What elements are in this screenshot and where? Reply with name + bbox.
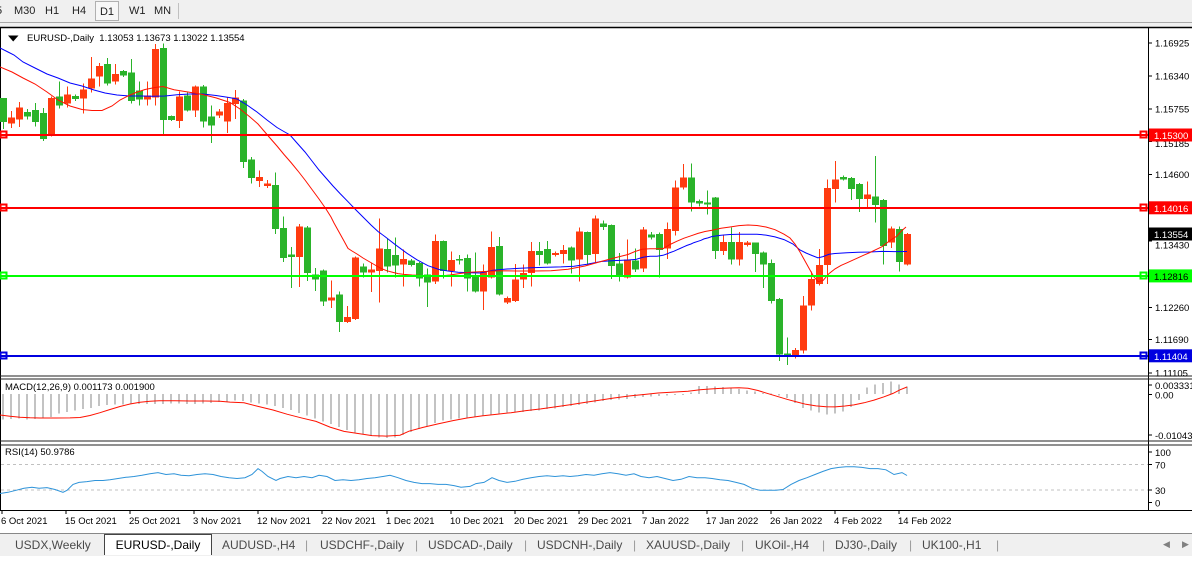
svg-text:0.00: 0.00 xyxy=(1155,391,1174,402)
svg-text:1 Dec 2021: 1 Dec 2021 xyxy=(386,516,435,527)
svg-text:15 Oct 2021: 15 Oct 2021 xyxy=(65,516,117,527)
svg-text:RSI(14) 50.9786: RSI(14) 50.9786 xyxy=(5,447,75,458)
svg-text:1.12260: 1.12260 xyxy=(1155,303,1189,314)
svg-text:-0.010439: -0.010439 xyxy=(1155,431,1192,442)
svg-text:29 Dec 2021: 29 Dec 2021 xyxy=(578,516,632,527)
svg-text:1.13430: 1.13430 xyxy=(1155,241,1189,252)
svg-text:1.15755: 1.15755 xyxy=(1155,105,1189,116)
svg-text:22 Nov 2021: 22 Nov 2021 xyxy=(322,516,376,527)
svg-text:1.16340: 1.16340 xyxy=(1155,72,1189,83)
svg-text:1.16925: 1.16925 xyxy=(1155,38,1189,49)
svg-text:26 Jan 2022: 26 Jan 2022 xyxy=(770,516,822,527)
svg-text:MACD(12,26,9) 0.001173 0.00190: MACD(12,26,9) 0.001173 0.001900 xyxy=(5,382,155,393)
svg-text:1.15300: 1.15300 xyxy=(1154,131,1188,142)
svg-text:1.14016: 1.14016 xyxy=(1154,204,1188,215)
svg-text:1.11105: 1.11105 xyxy=(1155,368,1188,379)
svg-text:1.12816: 1.12816 xyxy=(1154,272,1188,283)
svg-text:12 Nov 2021: 12 Nov 2021 xyxy=(257,516,311,527)
svg-text:17 Jan 2022: 17 Jan 2022 xyxy=(706,516,758,527)
svg-text:1.11690: 1.11690 xyxy=(1155,335,1189,346)
svg-text:0.003331: 0.003331 xyxy=(1155,381,1192,392)
svg-text:1.13554: 1.13554 xyxy=(1154,230,1188,241)
svg-text:1.15185: 1.15185 xyxy=(1155,139,1189,150)
svg-text:3 Nov 2021: 3 Nov 2021 xyxy=(193,516,242,527)
svg-text:0: 0 xyxy=(1155,499,1160,510)
svg-text:7 Jan 2022: 7 Jan 2022 xyxy=(642,516,689,527)
svg-text:10 Dec 2021: 10 Dec 2021 xyxy=(450,516,504,527)
svg-text:70: 70 xyxy=(1155,461,1166,472)
svg-text:1.14600: 1.14600 xyxy=(1155,170,1189,181)
svg-text:1.11404: 1.11404 xyxy=(1154,352,1188,363)
svg-text:4 Feb 2022: 4 Feb 2022 xyxy=(834,516,882,527)
svg-text:20 Dec 2021: 20 Dec 2021 xyxy=(514,516,568,527)
svg-text:14 Feb 2022: 14 Feb 2022 xyxy=(898,516,951,527)
svg-text:EURUSD-,Daily 1.13053 1.13673: EURUSD-,Daily 1.13053 1.13673 1.13022 1.… xyxy=(27,33,245,44)
svg-text:30: 30 xyxy=(1155,486,1166,497)
svg-text:6 Oct 2021: 6 Oct 2021 xyxy=(1,516,47,527)
svg-text:25 Oct 2021: 25 Oct 2021 xyxy=(129,516,181,527)
svg-text:100: 100 xyxy=(1155,448,1171,459)
